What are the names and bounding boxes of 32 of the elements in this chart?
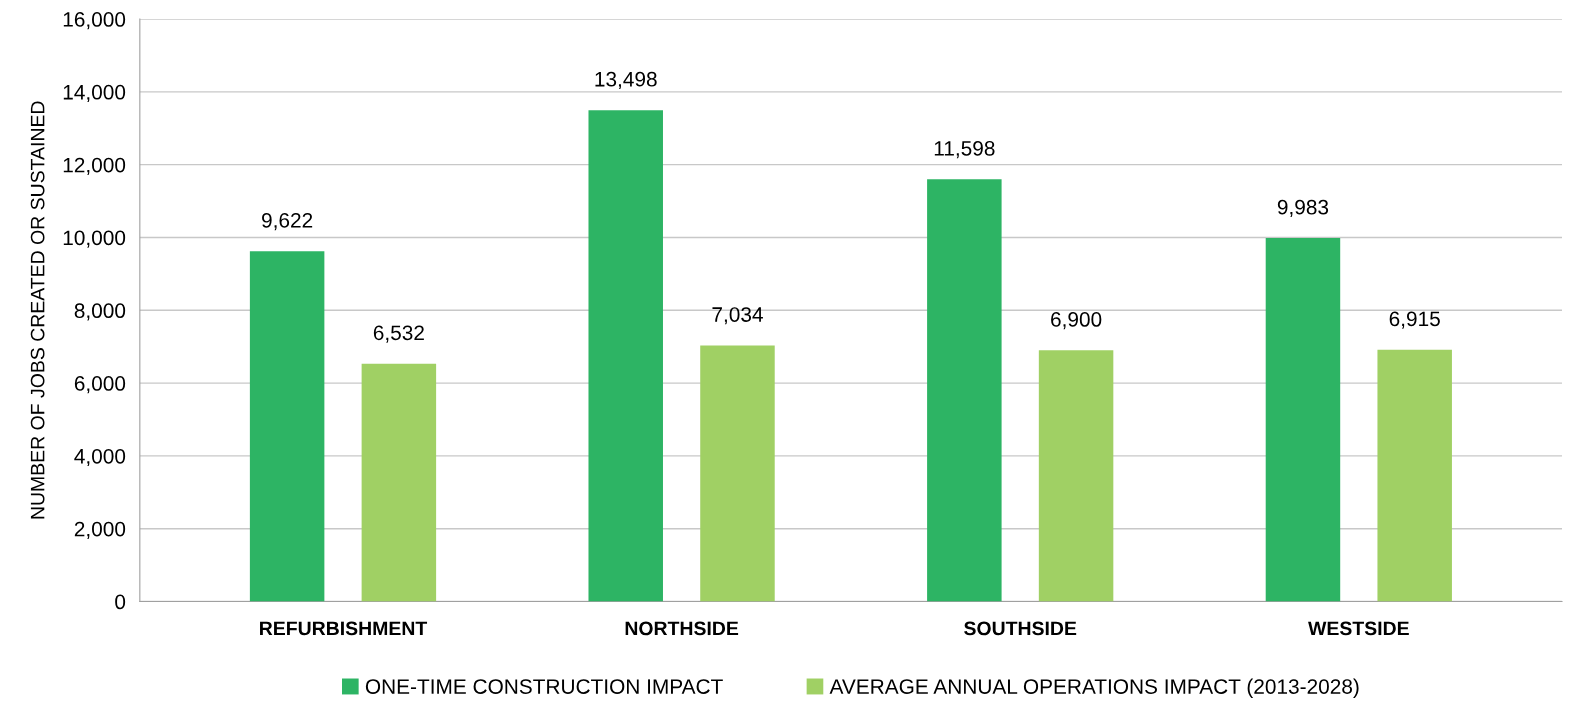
data-label: 9,983: [1277, 199, 1329, 217]
x-tick-label: REFURBISHMENT: [260, 621, 428, 636]
bar: [700, 345, 775, 602]
legend-label: AVERAGE ANNUAL OPERATIONS IMPACT (2013-2028): [829, 678, 1359, 699]
y-tick-label: 0: [115, 594, 126, 610]
bar: [361, 363, 437, 602]
bar: [927, 179, 1002, 602]
x-tick-label: SOUTHSIDE: [964, 621, 1077, 636]
data-label: 11,598: [934, 140, 995, 159]
y-axis-title: NUMBER OF JOBS CREATED OR SUSTAINED: [30, 101, 45, 519]
data-label: 9,622: [262, 212, 313, 231]
legend-label: ONE-TIME CONSTRUCTION IMPACT: [365, 679, 723, 694]
data-label: 6,532: [373, 325, 424, 343]
bar: [1038, 350, 1114, 602]
bar: [1265, 238, 1341, 602]
x-tick-label: NORTHSIDE: [625, 621, 739, 636]
data-label: 6,900: [1051, 312, 1102, 330]
y-tick-label: 8,000: [74, 303, 126, 321]
y-tick-label: 14,000: [63, 84, 126, 103]
y-tick-label: 2,000: [74, 521, 126, 539]
y-tick-label: 10,000: [63, 230, 126, 248]
y-tick-label: 4,000: [74, 448, 126, 467]
y-tick-label: 16,000: [63, 12, 126, 30]
data-label: 13,498: [595, 71, 657, 90]
bar: [249, 251, 325, 602]
y-tick-label: 6,000: [74, 376, 126, 394]
y-tick-label: 12,000: [63, 157, 126, 175]
x-tick-label: WESTSIDE: [1308, 621, 1409, 636]
data-label: 6,915: [1389, 311, 1440, 329]
bar: [1377, 349, 1452, 602]
bar: [588, 110, 663, 602]
data-label: 7,034: [712, 307, 763, 325]
